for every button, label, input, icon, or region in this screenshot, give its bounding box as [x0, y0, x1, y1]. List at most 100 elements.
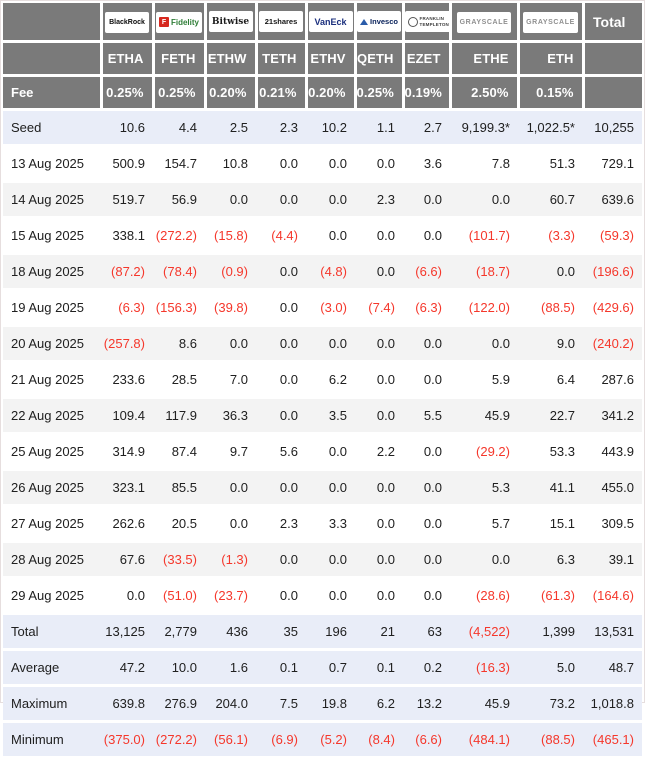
flow-value: 35	[256, 613, 306, 651]
flow-value: 6.3	[518, 541, 583, 579]
flow-value: 233.6	[101, 361, 153, 399]
flow-value: 9,199.3*	[450, 109, 518, 147]
table-row-date: 20 Aug 2025 (257.8) 8.6 0.0 0.0 0.0 0.0 0.0 0.0 9…	[3, 325, 642, 363]
flow-value: 0.0	[205, 469, 256, 507]
flow-value: 0.2	[403, 649, 450, 687]
flow-value: 0.0	[256, 289, 306, 327]
fee-value: 0.20%	[306, 75, 357, 111]
table-row-date: 29 Aug 2025 0.0 (51.0) (23.7) 0.0 0.0 0.0 0.0 (2…	[3, 577, 642, 615]
flow-value: 0.0	[403, 469, 450, 507]
provider-logo-cell: Bitwise	[205, 3, 258, 43]
table-row-date: 28 Aug 2025 67.6 (33.5) (1.3) 0.0 0.0 0.0 0.0 0.…	[3, 541, 642, 579]
flow-value: (29.2)	[450, 433, 518, 471]
flow-value: 3.3	[306, 505, 355, 543]
flow-value: 48.7	[583, 649, 642, 687]
flow-value: (272.2)	[153, 217, 205, 255]
flow-value: (59.3)	[583, 217, 642, 255]
flow-value: (465.1)	[583, 721, 642, 759]
flow-value: 2.3	[256, 505, 306, 543]
flow-value: 9.0	[518, 325, 583, 363]
flow-value: 7.8	[450, 145, 518, 183]
fee-value: 0.20%	[205, 75, 258, 111]
flow-value: 0.0	[256, 469, 306, 507]
flow-value: (122.0)	[450, 289, 518, 327]
flow-value: 109.4	[101, 397, 153, 435]
flow-value: 0.0	[403, 217, 450, 255]
table-row-summary: Minimum (375.0) (272.2) (56.1) (6.9) (5.2) (8.…	[3, 721, 642, 759]
flow-value: (196.6)	[583, 253, 642, 291]
ticker-row-blank	[3, 41, 103, 77]
flow-value: 0.0	[518, 253, 583, 291]
flow-value: 7.5	[256, 685, 306, 723]
flow-value: 0.0	[355, 397, 403, 435]
ticker-header-ethe: ETHE	[450, 41, 520, 77]
flow-value: 2.2	[355, 433, 403, 471]
flow-value: 10.6	[101, 109, 153, 147]
table-row-date: 26 Aug 2025 323.1 85.5 0.0 0.0 0.0 0.0 0.0 5.3 41…	[3, 469, 642, 507]
flow-value: 41.1	[518, 469, 583, 507]
flow-value: 0.0	[450, 541, 518, 579]
flow-value: 262.6	[101, 505, 153, 543]
flow-value: (6.6)	[403, 721, 450, 759]
fee-row-total-blank	[583, 75, 642, 111]
flow-value: 0.0	[306, 469, 355, 507]
flow-value: (6.3)	[403, 289, 450, 327]
fee-value: 0.25%	[153, 75, 207, 111]
flow-value: 36.3	[205, 397, 256, 435]
row-label: 26 Aug 2025	[3, 469, 101, 507]
flow-value: 4.4	[153, 109, 205, 147]
flow-value: 2.3	[256, 109, 306, 147]
flow-value: (257.8)	[101, 325, 153, 363]
table-row-date: 13 Aug 2025 500.9 154.7 10.8 0.0 0.0 0.0 3.6 7.8…	[3, 145, 642, 183]
flow-value: 455.0	[583, 469, 642, 507]
flow-value: (16.3)	[450, 649, 518, 687]
row-label: 29 Aug 2025	[3, 577, 101, 615]
flow-value: (23.7)	[205, 577, 256, 615]
grayscale-logo: GRAYSCALE	[523, 11, 578, 33]
flow-value: (28.6)	[450, 577, 518, 615]
flow-value: 0.0	[450, 325, 518, 363]
provider-logo-cell: Invesco	[355, 3, 405, 43]
flow-value: 5.7	[450, 505, 518, 543]
flow-value: 1,399	[518, 613, 583, 651]
flow-value: 47.2	[101, 649, 153, 687]
table-row-date: 14 Aug 2025 519.7 56.9 0.0 0.0 0.0 2.3 0.0 0.0 60…	[3, 181, 642, 219]
flow-value: 0.0	[306, 145, 355, 183]
flow-value: 0.0	[355, 541, 403, 579]
flow-value: (39.8)	[205, 289, 256, 327]
flow-value: (272.2)	[153, 721, 205, 759]
flow-value: (87.2)	[101, 253, 153, 291]
flow-value: 0.0	[403, 577, 450, 615]
flow-value: 3.5	[306, 397, 355, 435]
table-row-summary: Average 47.2 10.0 1.6 0.1 0.7 0.1 0.2 (16.3) 5.0 4…	[3, 649, 642, 687]
flow-value: (3.0)	[306, 289, 355, 327]
flow-value: (78.4)	[153, 253, 205, 291]
flow-value: 10.8	[205, 145, 256, 183]
provider-logo-row: BlackRock F Fidelity Bitwise 21shares VanEck I…	[3, 3, 642, 43]
flow-value: (88.5)	[518, 721, 583, 759]
flow-value: 0.0	[306, 577, 355, 615]
flow-value: 45.9	[450, 685, 518, 723]
flow-value: 13,531	[583, 613, 642, 651]
flow-value: 63	[403, 613, 450, 651]
flow-value: 10.2	[306, 109, 355, 147]
provider-logo-cell: GRAYSCALE	[518, 3, 585, 43]
provider-logo-cell: 21shares	[256, 3, 308, 43]
row-label: 14 Aug 2025	[3, 181, 101, 219]
provider-logo-cell: VanEck	[306, 3, 357, 43]
flow-value: 0.0	[256, 541, 306, 579]
row-label: 13 Aug 2025	[3, 145, 101, 183]
fee-value: 0.25%	[355, 75, 405, 111]
flow-value: 204.0	[205, 685, 256, 723]
flow-value: 443.9	[583, 433, 642, 471]
flow-value: (101.7)	[450, 217, 518, 255]
flow-value: 0.0	[205, 505, 256, 543]
table-row-date: 19 Aug 2025 (6.3) (156.3) (39.8) 0.0 (3.0) (7.…	[3, 289, 642, 327]
flow-value: 0.1	[256, 649, 306, 687]
table-row-date: 18 Aug 2025 (87.2) (78.4) (0.9) 0.0 (4.8) 0.0(…	[3, 253, 642, 291]
flow-value: 0.7	[306, 649, 355, 687]
flow-value: 0.0	[306, 541, 355, 579]
flow-value: 0.0	[256, 397, 306, 435]
flow-value: 20.5	[153, 505, 205, 543]
